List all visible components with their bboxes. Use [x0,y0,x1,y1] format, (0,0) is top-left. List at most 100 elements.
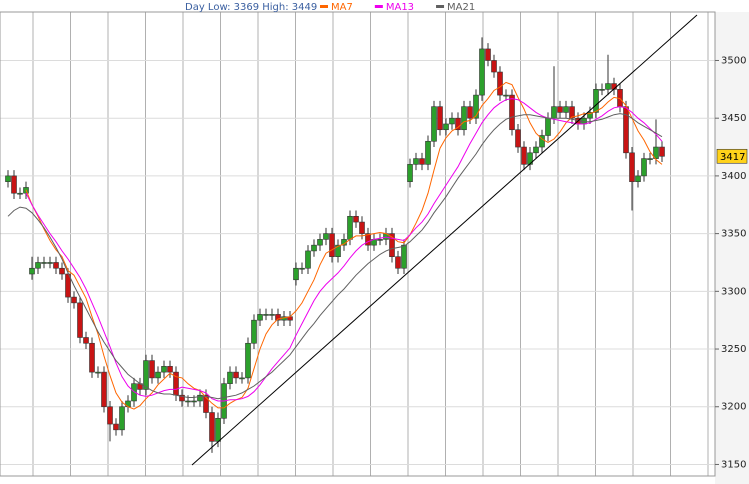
candle-body [5,175,11,182]
candle-body [353,215,359,223]
candle-body [179,394,185,402]
candle-body [509,94,515,131]
candle-body [407,164,413,182]
y-tick-label: 3300 [721,286,746,297]
candle-body [485,48,491,61]
y-tick-label: 3250 [721,344,746,355]
candle-body [515,129,521,148]
candle-body [335,244,341,257]
candle-body [437,106,443,131]
last-price-box [716,148,748,164]
candle-body [113,423,119,431]
candle-body [269,314,275,316]
candle-body [131,383,137,402]
candle-body [257,314,263,321]
candle-body [629,152,635,182]
axis-panel [715,12,749,484]
candle-body [563,106,569,113]
candle-body [197,394,203,402]
candle-body [473,94,479,119]
candle-body [17,192,23,195]
candle-body [365,233,371,246]
candle-body [455,117,461,131]
legend-label: MA13 [386,2,414,13]
candle-body [47,262,53,264]
candle-body [53,262,59,269]
y-tick-label: 3150 [721,459,746,470]
candle-body [449,117,455,125]
candle-body [635,175,641,182]
candle-body [167,366,173,373]
candle-body [467,106,473,119]
candle-body [557,106,563,113]
y-tick-label: 3400 [721,171,746,182]
candle-body [425,140,431,165]
candle-body [305,250,311,269]
ma-line [7,113,663,400]
subtitle: Day Low: 3369 High: 3449 [185,2,317,13]
candle-body [95,371,101,374]
candle-body [539,135,545,148]
candle-body [185,400,191,403]
candle-body [263,314,269,316]
y-axis: 3150 3200 3250 3300 3350 3400 3450 3500 3417 [715,55,748,470]
candle-body [203,394,209,413]
candle-body [107,406,113,425]
y-tick-label: 3450 [721,113,746,124]
candle-body [323,233,329,240]
candle-body [71,296,77,304]
candle-body [311,244,317,252]
candle-body [239,377,245,380]
legend-swatch [374,5,383,8]
y-tick-label: 3200 [721,402,746,413]
candle-body [533,146,539,154]
candle-body [653,146,659,159]
candle-body [419,158,425,165]
legend-swatch [436,5,445,8]
legend-swatch [320,5,328,8]
candle-body [413,158,419,165]
candle-body [503,94,509,97]
candle-body [83,337,89,344]
candle-body [479,48,485,96]
candle-body [599,89,605,91]
candle-body [593,89,599,113]
ma-line [25,98,663,402]
candle-body [623,106,629,154]
candle-body [395,256,401,269]
candle-body [377,239,383,241]
candle-body [251,319,257,344]
candle-body [389,233,395,257]
candle-body [443,123,449,131]
candle-body [641,158,647,177]
candle-body [227,371,233,384]
candle-body [461,106,467,131]
plot-border [0,11,716,477]
candle-body [359,221,365,234]
y-tick-label: 3500 [721,55,746,66]
candle-body [119,406,125,431]
y-tick-label: 3350 [721,229,746,240]
candle-body [401,244,407,269]
legend: MA7 MA13 MA21 [320,2,475,13]
candle-body [545,117,551,136]
candle-body [569,106,575,119]
candle-body [191,400,197,403]
candle-body [41,262,47,264]
candle-body [77,302,83,338]
candle-body [35,262,41,269]
candle-body [143,360,149,390]
candle-body [245,342,251,379]
ma-line [25,81,663,410]
candle-body [233,371,239,379]
candle-body [497,71,503,96]
candle-body [551,106,557,119]
candle-body [521,146,527,165]
candle-body [89,342,95,373]
candle-body [431,106,437,142]
candle-body [347,215,353,240]
candle-body [491,60,497,73]
candle-body [659,146,665,157]
